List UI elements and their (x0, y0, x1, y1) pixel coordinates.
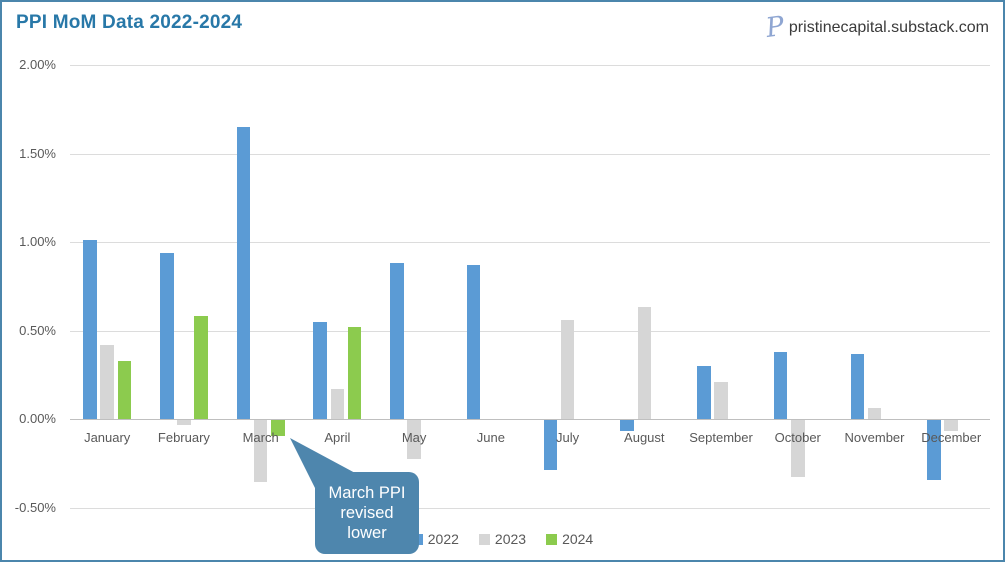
gridline (70, 331, 990, 332)
y-axis-tick-label: 0.00% (19, 411, 56, 426)
bar-2022-october (773, 352, 788, 419)
bar-2023-may (407, 420, 421, 459)
bar-2023-november (867, 408, 882, 419)
legend-label: 2024 (562, 531, 594, 547)
bar-2023-october (791, 420, 805, 477)
site-branding-link[interactable]: P pristinecapital.substack.com (764, 11, 989, 44)
bar-2023-february (177, 420, 191, 425)
gridline (70, 65, 990, 66)
bar-2022-may (390, 263, 404, 419)
chart-title: PPI MoM Data 2022-2024 (16, 12, 243, 33)
y-axis-tick-label: -0.50% (14, 500, 56, 515)
legend: 2022 2023 2024 (2, 531, 1003, 547)
legend-item-2024: 2024 (546, 531, 593, 547)
bar-2024-march (271, 420, 285, 436)
x-axis-label-november: November (844, 430, 905, 445)
callout-text: March PPI revised lower (328, 483, 406, 543)
x-axis-label-march: March (242, 430, 279, 445)
bar-2022-december (927, 420, 941, 480)
x-axis-label-july: July (556, 430, 580, 445)
site-url-text: pristinecapital.substack.com (788, 18, 989, 36)
bar-2023-january (100, 345, 114, 419)
bar-2023-december (944, 420, 958, 431)
bar-2024-january (117, 361, 132, 419)
x-axis-label-september: September (689, 430, 753, 445)
legend-item-2023: 2023 (478, 531, 527, 547)
bar-2022-september (697, 366, 711, 419)
x-axis-label-may: May (401, 430, 427, 445)
y-axis-tick-label: 1.00% (19, 234, 56, 249)
x-axis-label-april: April (324, 430, 351, 445)
legend-swatch-icon (546, 533, 558, 545)
y-axis-tick-label: 1.50% (19, 146, 56, 161)
x-axis-label-october: October (774, 430, 821, 445)
gridline (70, 154, 990, 155)
callout-march-ppi-note: March PPI revised lower (315, 472, 419, 554)
x-axis-label-june: June (476, 430, 505, 445)
bar-2022-june (466, 265, 481, 419)
gridline (70, 242, 990, 243)
bar-2023-march (253, 420, 268, 482)
bar-2022-january (83, 240, 97, 419)
bar-2023-april (330, 389, 345, 419)
gridline (70, 508, 990, 509)
bar-2022-november (850, 354, 865, 419)
legend-swatch-icon (478, 533, 490, 545)
bar-2024-april (347, 327, 362, 419)
legend-label: 2022 (427, 531, 459, 547)
bar-2022-march (236, 127, 251, 419)
bar-2022-february (160, 253, 174, 419)
x-axis-label-february: February (157, 430, 210, 445)
x-axis-label-december: December (921, 430, 982, 445)
y-axis-tick-label: 2.00% (19, 57, 56, 72)
bar-2024-february (194, 316, 208, 419)
bar-2022-august (620, 420, 634, 431)
bar-2023-july (560, 320, 575, 419)
bar-2022-july (543, 420, 558, 470)
bar-2022-april (313, 322, 327, 419)
x-axis-label-january: January (84, 430, 131, 445)
y-axis-tick-label: 0.50% (19, 323, 56, 338)
bar-2023-august (637, 307, 652, 419)
legend-label: 2023 (494, 531, 527, 547)
x-axis-label-august: August (624, 430, 665, 445)
bar-2023-september (714, 382, 728, 419)
x-axis-zero-line (70, 419, 990, 420)
